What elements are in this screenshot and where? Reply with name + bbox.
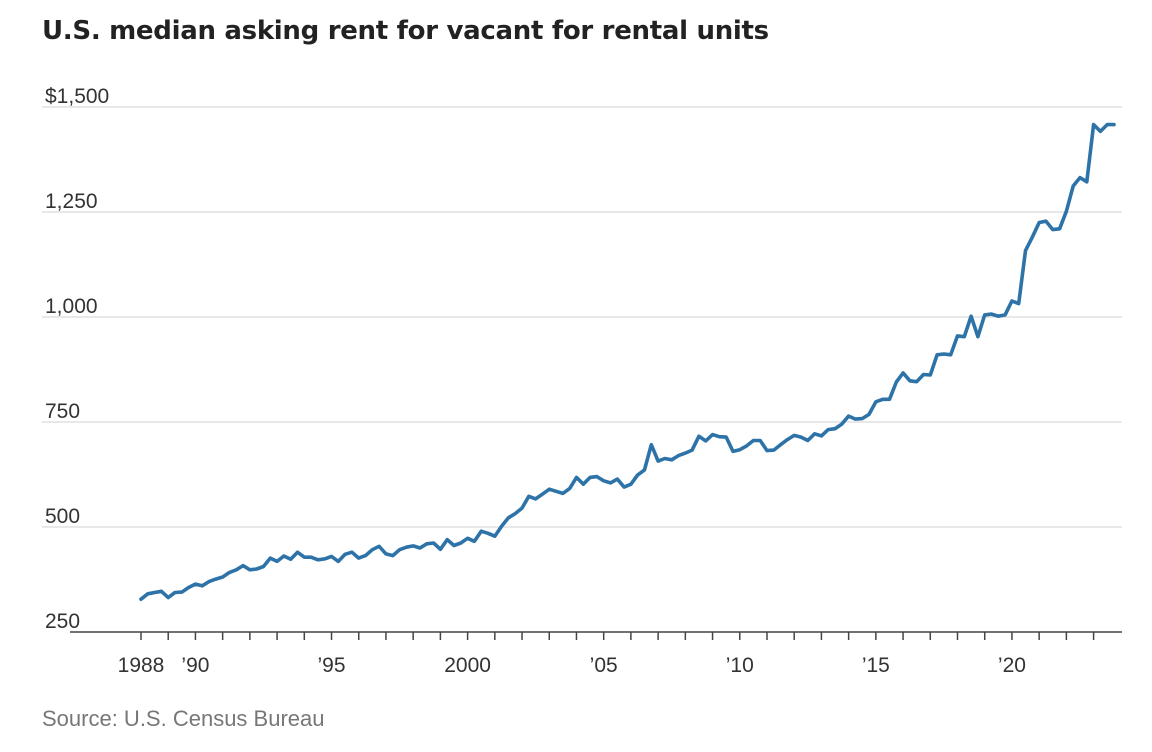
series-layer [139, 122, 1116, 601]
series-line-rent [139, 122, 1116, 601]
tick-labels: $1,500 1,250 1,000 750 500 250 1988 ’90 ’95 2000 ’… [45, 85, 1026, 677]
y-tick-label: 500 [45, 505, 80, 528]
x-tick-label: ’90 [181, 654, 209, 677]
y-tick-label: 250 [45, 610, 80, 633]
x-tick-label: ’10 [726, 654, 754, 677]
x-tick-label: ’95 [318, 654, 346, 677]
y-tick-label: 750 [45, 400, 80, 423]
x-tick-label: ’15 [862, 654, 890, 677]
x-axis [70, 631, 1122, 640]
gridlines [42, 106, 1122, 528]
y-tick-label: $1,500 [45, 85, 109, 108]
x-tick-label: ’05 [590, 654, 618, 677]
x-tick-label: 1988 [118, 654, 165, 677]
chart-title: U.S. median asking rent for vacant for r… [42, 16, 769, 46]
y-tick-label: 1,000 [45, 295, 98, 318]
source-note: Source: U.S. Census Bureau [42, 706, 325, 731]
x-tick-label: ’20 [998, 654, 1026, 677]
y-tick-label: 1,250 [45, 190, 98, 213]
x-tick-label: 2000 [444, 654, 491, 677]
